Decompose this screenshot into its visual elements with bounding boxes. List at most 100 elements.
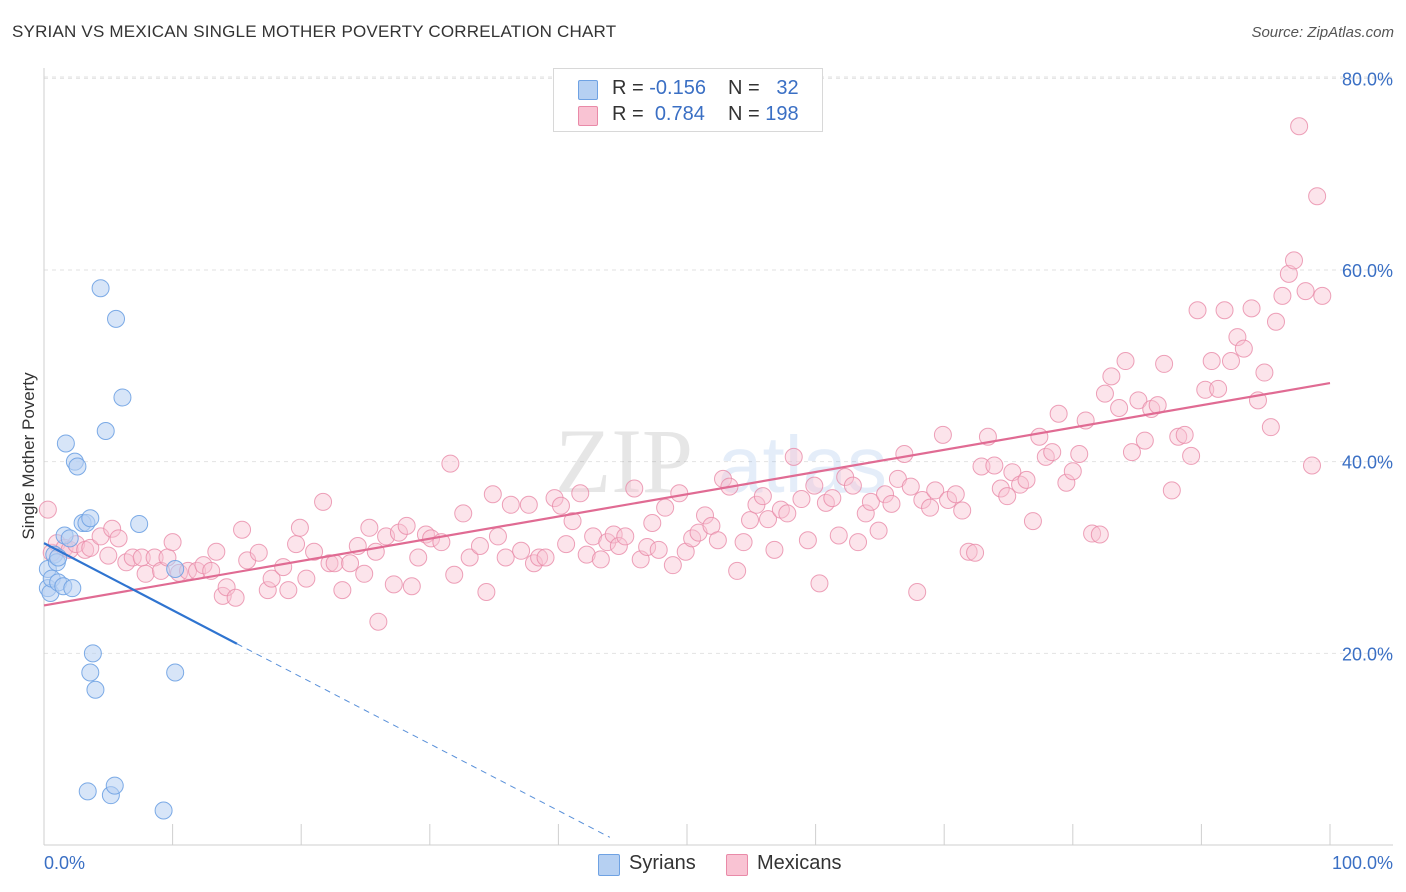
mexicans-point (551, 496, 570, 515)
mexicans-point (1023, 512, 1042, 531)
mexicans-point (856, 504, 875, 523)
mexicans-point (591, 550, 610, 569)
mexicans-point (1070, 445, 1089, 463)
mexicans-point (389, 523, 408, 542)
mexicans-point (625, 479, 644, 498)
mexicans-point (1234, 339, 1253, 358)
syrians-point (63, 579, 82, 598)
legend-swatch-mexicans (578, 106, 598, 126)
mexicans-point (341, 554, 360, 573)
mexicans-point (805, 476, 824, 495)
syrians-trend-extension (236, 643, 611, 838)
mexicans-point (765, 540, 784, 559)
mexicans-point (1196, 380, 1215, 399)
mexicans-point (921, 498, 940, 517)
legend-r-value-syrians: -0.156 (649, 77, 706, 99)
mexicans-point (1110, 399, 1129, 417)
mexicans-point (953, 501, 972, 520)
mexicans-point (753, 487, 772, 506)
mexicans-point (908, 583, 927, 601)
chart-title: SYRIAN VS MEXICAN SINGLE MOTHER POVERTY … (12, 22, 617, 41)
syrians-point (166, 560, 185, 578)
mexicans-point (333, 581, 352, 600)
syrians-point (166, 663, 185, 682)
y-tick-labels: 20.0% 40.0% 60.0% 80.0% (1342, 69, 1393, 664)
mexicans-point (1102, 367, 1121, 386)
mexicans-point (882, 494, 901, 513)
mexicans-point (1017, 470, 1036, 489)
mexicans-point (233, 520, 252, 539)
mexicans-point (1095, 384, 1114, 403)
mexicans-point (1063, 462, 1082, 481)
mexicans-point (696, 506, 715, 525)
mexicans-point (366, 542, 385, 561)
mexicans-point (946, 485, 965, 504)
mexicans-point (103, 519, 122, 538)
legend-n-label: N = (728, 77, 760, 99)
mexicans-point (512, 541, 531, 560)
syrians-label: Syrians (629, 852, 696, 874)
mexicans-point (262, 569, 281, 588)
mexicans-point (496, 548, 515, 567)
mexicans-point (649, 540, 668, 559)
mexicans-point (226, 588, 245, 607)
mexicans-point (360, 518, 379, 537)
mexicans-point (1182, 446, 1201, 465)
mexicans-point (571, 484, 590, 503)
mexicans-point (530, 548, 549, 567)
x-tick-label-max: 100.0% (1332, 853, 1393, 873)
mexicans-point (1162, 481, 1181, 500)
mexicans-point (656, 498, 675, 517)
legend-r-value-mexicans: 0.784 (654, 103, 705, 125)
watermark-zip: ZIP (555, 410, 693, 512)
legend-n-label: N = (728, 103, 760, 125)
mexicans-point (355, 564, 374, 583)
mexicans-point (38, 500, 57, 519)
mexicans-point (99, 546, 118, 565)
mexicans-point (279, 581, 298, 600)
mexicans-point (1043, 443, 1062, 462)
syrians-point (96, 422, 115, 440)
mexicans-point (441, 454, 460, 473)
mexicans-point (972, 457, 991, 476)
mexicans-point (643, 514, 662, 532)
mexicans-point (81, 538, 100, 557)
y-tick-label: 20.0% (1342, 644, 1393, 664)
mexicans-point (287, 535, 306, 554)
mexicans-point (1273, 286, 1292, 305)
mexicans-point (563, 512, 582, 531)
legend-n-value-syrians: 32 (776, 77, 799, 99)
mexicans-point (1155, 354, 1174, 373)
mexicans-point (604, 525, 623, 544)
mexicans-point (966, 543, 985, 562)
mexicans-point (1188, 301, 1207, 320)
legend-swatch-syrians (578, 80, 598, 100)
mexicans-point (869, 521, 888, 540)
mexicans-point (483, 485, 502, 504)
mexicans-point (1169, 427, 1188, 446)
mexicans-point (861, 492, 880, 511)
syrians-point (68, 457, 87, 476)
syrians-point (130, 514, 149, 533)
mexicans-point (1202, 352, 1221, 371)
mexicans-point (959, 542, 978, 561)
source-label: Source: ZipAtlas.com (1251, 24, 1394, 41)
mexicans-point (1215, 301, 1234, 320)
mexicans-point (477, 583, 496, 601)
mexicans-point (519, 495, 538, 514)
mexicans-point (849, 533, 868, 552)
mexicans-point (1313, 286, 1332, 305)
legend-r-label: R = (612, 77, 644, 99)
mexicans-point (843, 476, 862, 495)
mexicans-point (536, 548, 555, 567)
mexicans-point (1030, 427, 1049, 446)
syrians-point (105, 776, 124, 795)
mexicans-point (1228, 328, 1247, 347)
mexicans-point (876, 485, 895, 504)
mexicans-point (384, 575, 403, 594)
mexicans-point (1221, 352, 1240, 371)
syrians-point (78, 782, 97, 801)
mexicans-point (1057, 473, 1076, 492)
mexicans-point (728, 561, 747, 580)
correlation-legend: R = -0.156 N = 32 R = 0.784 N = 198 (553, 68, 823, 132)
